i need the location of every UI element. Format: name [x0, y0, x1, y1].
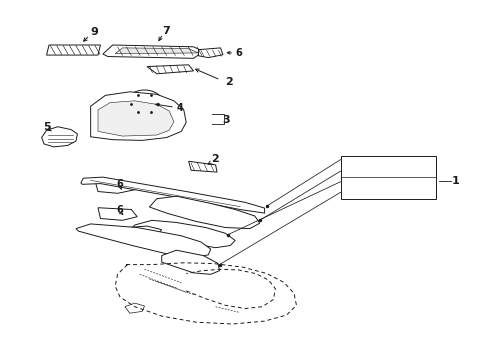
Text: 3: 3 [222, 114, 230, 125]
Text: 9: 9 [90, 27, 98, 37]
Text: 7: 7 [163, 26, 171, 36]
Polygon shape [42, 127, 77, 147]
Polygon shape [149, 196, 260, 229]
Text: 2: 2 [211, 154, 219, 164]
Bar [341, 156, 436, 199]
Polygon shape [76, 224, 211, 257]
Polygon shape [81, 177, 265, 213]
Text: 1: 1 [452, 176, 460, 186]
Text: 6: 6 [236, 48, 243, 58]
Polygon shape [125, 303, 145, 313]
Polygon shape [122, 226, 162, 238]
Polygon shape [115, 48, 198, 54]
Polygon shape [147, 65, 194, 74]
Polygon shape [162, 250, 220, 274]
Circle shape [134, 96, 155, 111]
Polygon shape [96, 183, 135, 193]
Polygon shape [98, 101, 174, 136]
Circle shape [126, 90, 163, 117]
Text: 4: 4 [177, 103, 184, 113]
Polygon shape [98, 208, 137, 220]
Text: 2: 2 [225, 77, 233, 87]
Polygon shape [47, 45, 100, 55]
Text: 6: 6 [117, 204, 123, 215]
Polygon shape [189, 161, 217, 172]
Text: 5: 5 [43, 122, 50, 132]
Polygon shape [198, 48, 223, 58]
Text: 6: 6 [117, 179, 123, 189]
Polygon shape [91, 92, 186, 140]
Polygon shape [103, 45, 203, 58]
Polygon shape [130, 220, 235, 248]
Circle shape [140, 100, 149, 107]
